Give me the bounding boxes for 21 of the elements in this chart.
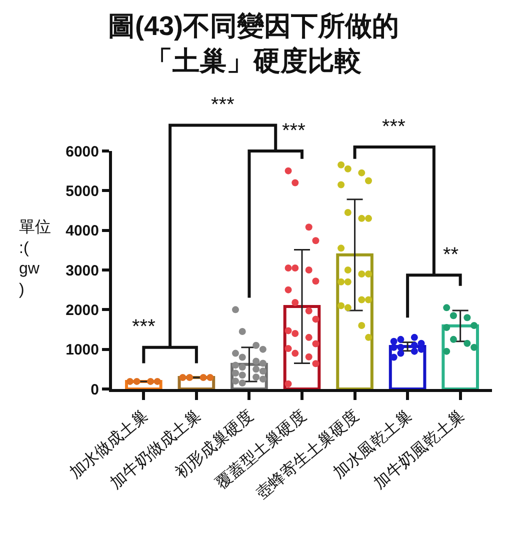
y-tick-label: 5000 xyxy=(66,182,99,200)
bar xyxy=(388,345,426,389)
y-tick-label: 3000 xyxy=(66,262,99,280)
y-tick-label: 6000 xyxy=(66,143,99,160)
bar xyxy=(178,376,216,389)
annotation: *** xyxy=(132,316,156,338)
y-tick-label: 0 xyxy=(90,381,99,398)
bar xyxy=(125,380,162,389)
y-tick-label: 2000 xyxy=(66,302,99,319)
bar xyxy=(283,304,321,389)
text: *** xyxy=(211,94,235,116)
text: *** xyxy=(282,120,306,142)
y-tick-label: 4000 xyxy=(66,222,99,240)
bar xyxy=(230,362,268,389)
y-axis-title: 單位:(gw) xyxy=(19,219,51,298)
chart-title: 圖(43)不同變因下所做的「土巢」硬度比較 xyxy=(108,11,400,76)
bar xyxy=(336,253,374,389)
annotation: ** xyxy=(443,244,459,266)
y-tick-label: 1000 xyxy=(66,342,99,359)
bar xyxy=(442,324,479,389)
text: *** xyxy=(382,116,406,138)
